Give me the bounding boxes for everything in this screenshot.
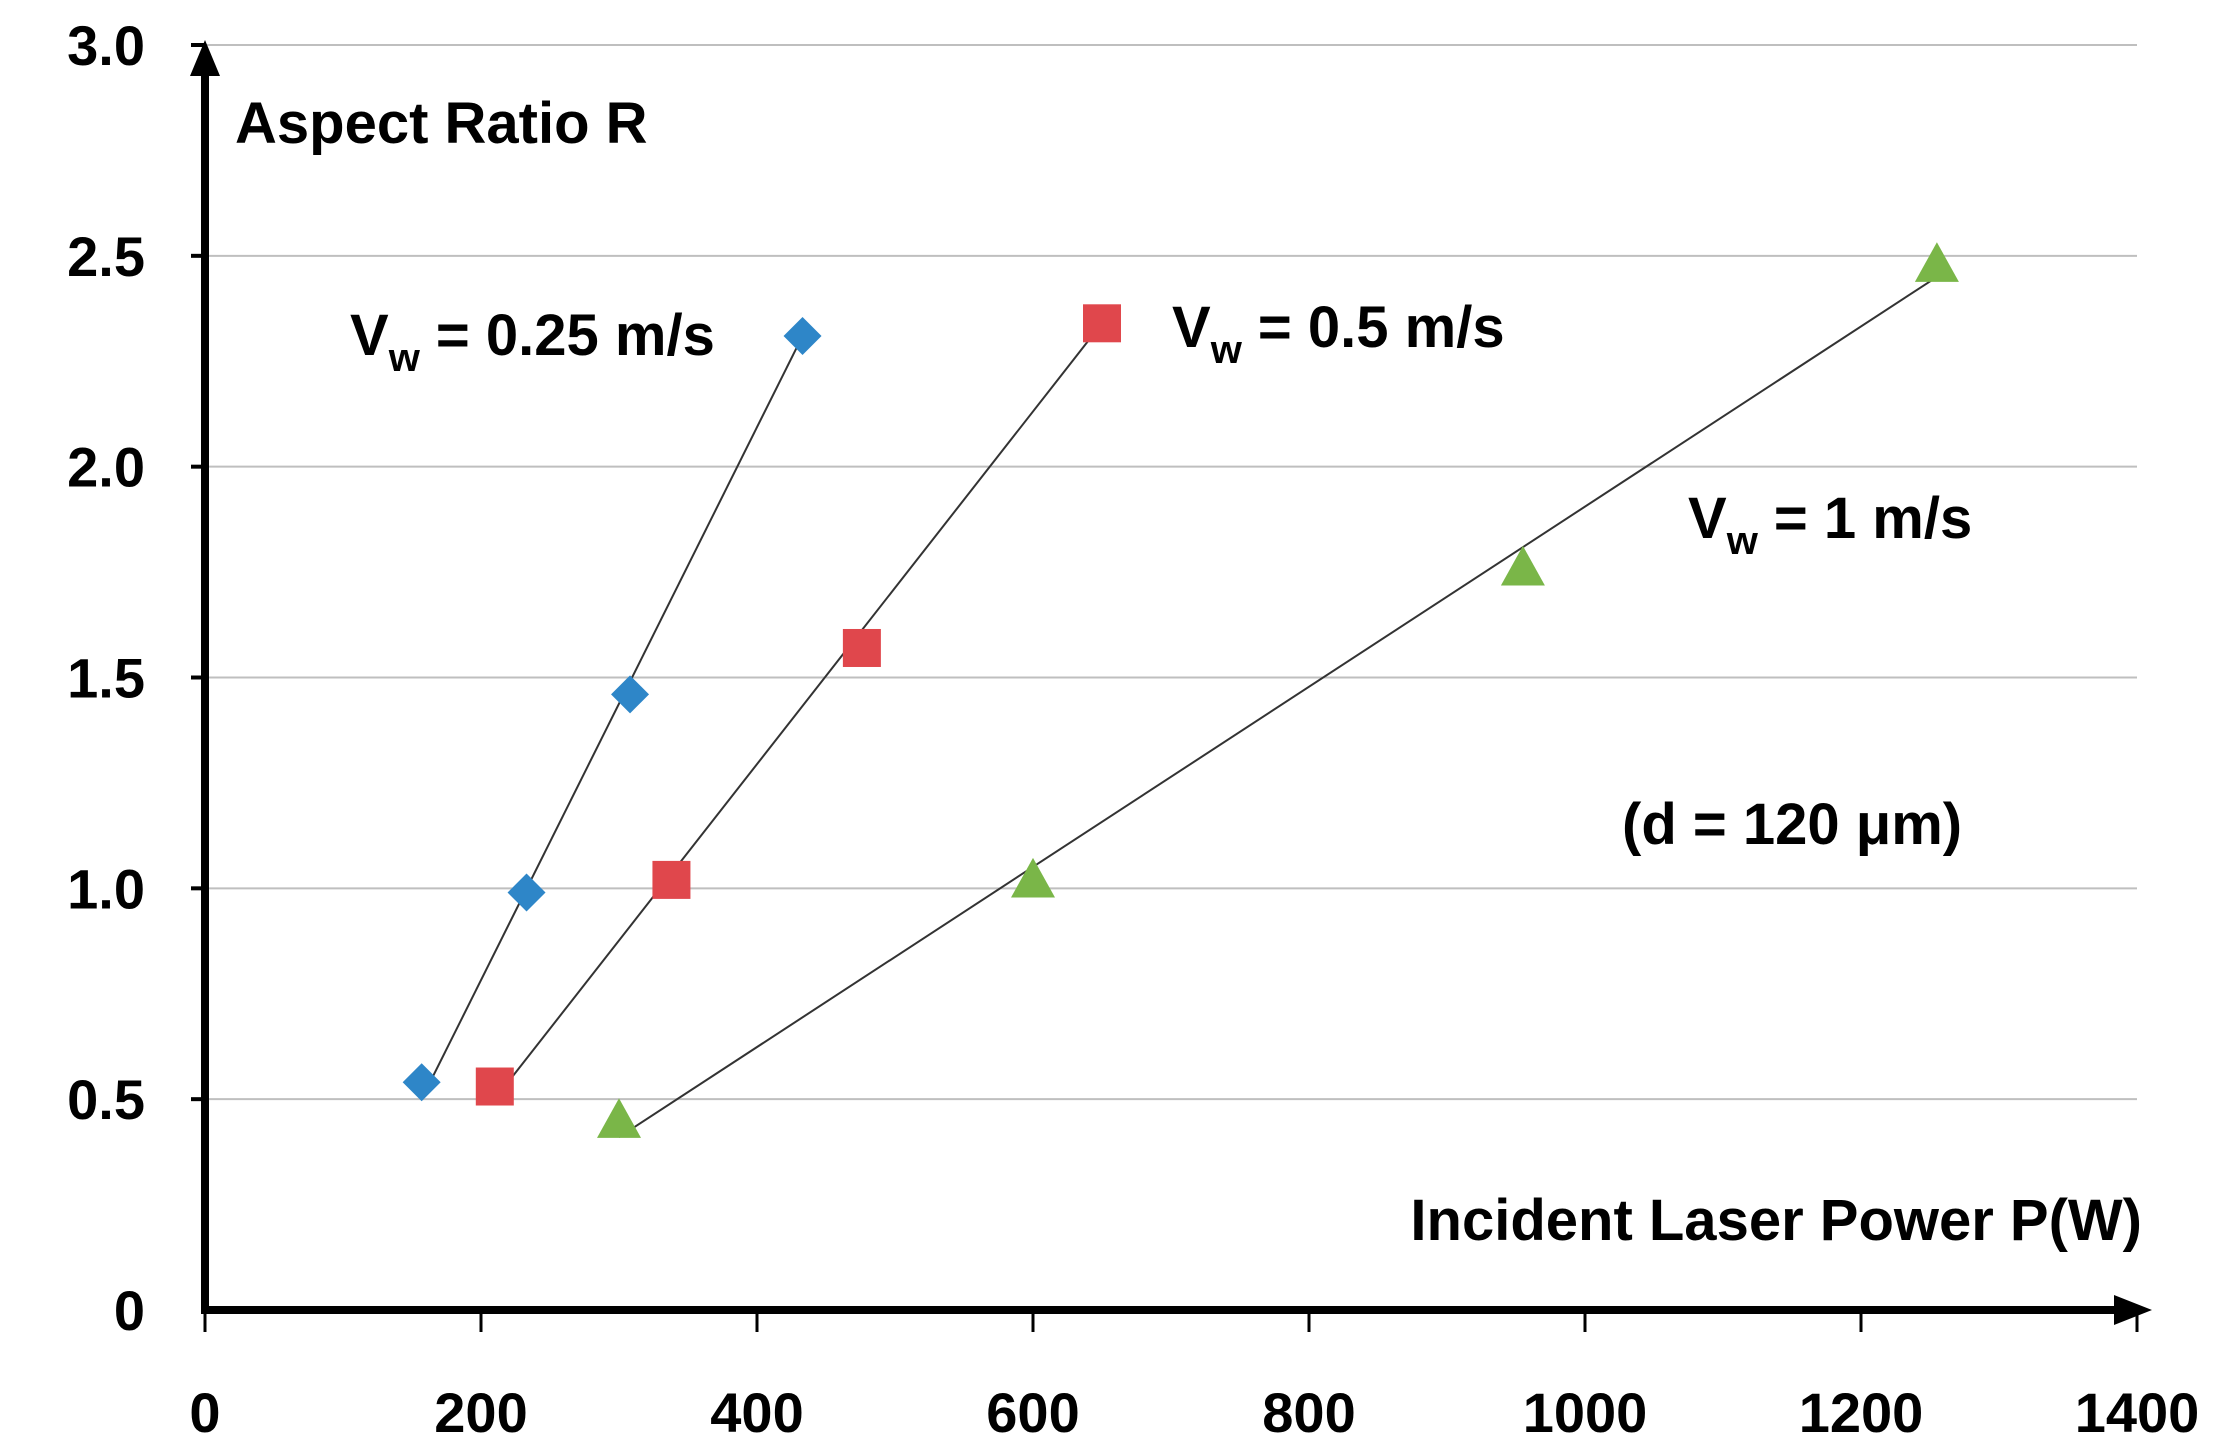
gridlines (205, 44, 2137, 1101)
marker-series-1-point-1 (652, 860, 691, 899)
y-axis-title: Aspect Ratio R (235, 91, 648, 156)
x-tick-label: 800 (1262, 1381, 1355, 1444)
marker-series-2-point-1 (1011, 857, 1055, 898)
y-tick-label: 2.0 (67, 436, 145, 499)
marker-series-1-point-3 (1083, 304, 1121, 343)
x-tick-label: 1400 (2075, 1381, 2200, 1444)
series-label-vw-05: Vw = 0.5 m/s (1172, 295, 1505, 372)
fit-line-series-2 (618, 276, 1938, 1138)
y-axis-arrow (190, 40, 220, 76)
fit-line-series-1 (494, 322, 1103, 1100)
x-ticks: 0 200 400 600 800 1000 1200 1400 (189, 1310, 2199, 1444)
y-ticks: 0 0.5 1.0 1.5 2.0 2.5 3.0 (67, 14, 205, 1342)
y-tick-label: 1.5 (67, 647, 145, 710)
x-axis-title: Incident Laser Power P(W) (1410, 1188, 2142, 1253)
x-tick-label: 1000 (1523, 1381, 1648, 1444)
series-label-vw-1: Vw = 1 m/s (1688, 486, 1972, 563)
marker-series-0-point-3 (783, 316, 822, 355)
series-label-vw-025: Vw = 0.25 m/s (350, 303, 715, 380)
marker-series-0-point-2 (611, 675, 650, 714)
y-tick-label: 0 (114, 1279, 145, 1342)
y-tick-label: 2.5 (67, 225, 145, 288)
x-tick-label: 200 (434, 1381, 527, 1444)
marker-series-2-point-2 (1500, 545, 1545, 586)
y-tick-label: 1.0 (67, 857, 145, 920)
marker-series-2-point-0 (597, 1098, 641, 1138)
y-tick-label: 0.5 (67, 1068, 145, 1131)
x-tick-label: 400 (710, 1381, 803, 1444)
x-tick-label: 600 (986, 1381, 1079, 1444)
data-markers (402, 242, 1959, 1138)
marker-series-0-point-0 (402, 1063, 441, 1102)
x-tick-label: 1200 (1799, 1381, 1924, 1444)
marker-series-0-point-1 (507, 873, 546, 912)
x-axis-arrow (2114, 1295, 2152, 1325)
marker-series-2-point-3 (1914, 242, 1959, 282)
marker-series-1-point-0 (475, 1067, 514, 1106)
fit-lines (424, 276, 1938, 1138)
diameter-annotation: (d = 120 μm) (1622, 792, 1962, 857)
marker-series-1-point-2 (842, 628, 881, 667)
x-tick-label: 0 (189, 1381, 220, 1444)
fit-line-series-0 (424, 335, 804, 1092)
y-tick-label: 3.0 (67, 14, 145, 77)
